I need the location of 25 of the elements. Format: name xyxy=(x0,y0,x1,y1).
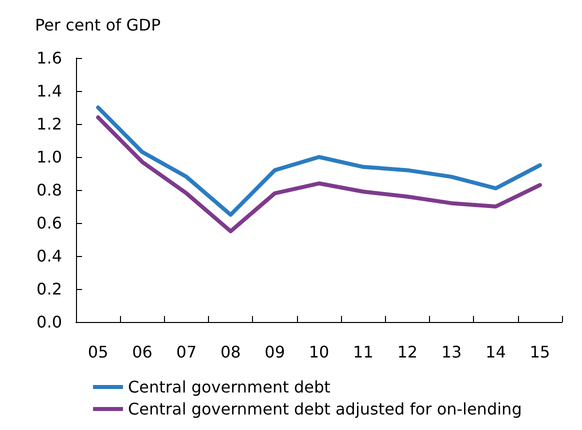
legend-label: Central government debt adjusted for on-lending xyxy=(128,400,522,418)
line-series xyxy=(96,106,542,217)
x-tick-label: 15 xyxy=(530,342,550,362)
line-series xyxy=(96,115,542,234)
x-tick-label: 12 xyxy=(397,342,418,362)
y-tick-label: 1.2 xyxy=(36,114,62,134)
x-tick-label: 14 xyxy=(486,342,506,362)
x-tick-label: 06 xyxy=(132,342,152,362)
y-tick-label: 0.0 xyxy=(36,312,62,332)
x-tick-label: 08 xyxy=(220,342,241,362)
x-tick-label: 05 xyxy=(88,342,108,362)
x-tick-label: 13 xyxy=(441,342,462,362)
y-tick-label: 0.8 xyxy=(36,180,62,200)
legend-label: Central government debt xyxy=(128,378,330,396)
y-tick-label: 0.4 xyxy=(36,246,62,266)
y-tick-label: 1.4 xyxy=(36,82,62,100)
y-tick-label: 0.6 xyxy=(36,214,62,232)
x-tick-label: 11 xyxy=(353,342,374,362)
y-tick-label: 1.6 xyxy=(36,48,62,68)
y-tick-label: 0.2 xyxy=(36,280,62,298)
y-tick-label: 1.0 xyxy=(36,148,62,166)
x-tick-label: 10 xyxy=(308,342,330,362)
x-tick-label: 09 xyxy=(264,342,285,362)
x-tick-label: 07 xyxy=(176,342,197,362)
y-axis-title: Per cent of GDP xyxy=(35,16,161,34)
